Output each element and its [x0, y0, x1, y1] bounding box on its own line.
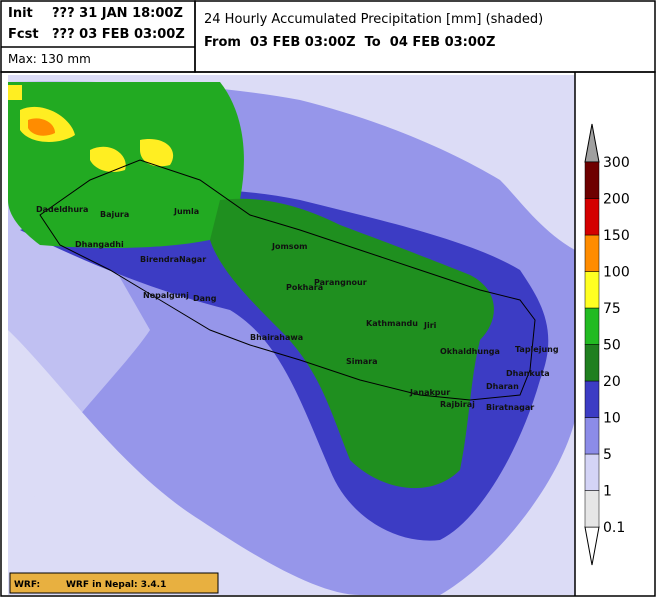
city-label: Kathmandu: [366, 319, 418, 328]
max-value: Max: 130 mm: [8, 52, 91, 66]
frames: [0, 0, 656, 597]
city-label: Simara: [346, 357, 378, 366]
city-label: Bajura: [100, 210, 129, 219]
colorbar-label: 75: [603, 301, 621, 317]
city-label: Parangnour: [314, 278, 367, 287]
colorbar-bin: [584, 234, 600, 272]
colorbar-label: 50: [603, 338, 621, 354]
city-labels: Dadeldhura Bajura Jumla Dhangadhi Birend…: [36, 205, 559, 412]
colorbar-bin: [584, 161, 600, 199]
city-label: Dhangadhi: [75, 240, 124, 249]
title: 24 Hourly Accumulated Precipitation [mm]…: [204, 12, 543, 27]
colorbar-label: 0.1: [603, 520, 625, 536]
colorbar-bin: [584, 198, 600, 236]
city-label: Biratnagar: [486, 403, 534, 412]
colorbar-label: 300: [603, 155, 630, 171]
colorbar-bin: [584, 344, 600, 382]
city-label: Jiri: [423, 321, 437, 330]
colorbar-label: 10: [603, 411, 621, 427]
colorbar: 0.1 1 5 10 20 50 75 100 150 200 300: [584, 123, 630, 566]
city-label: Pokhara: [286, 283, 323, 292]
city-label: Okhaldhunga: [440, 347, 500, 356]
colorbar-bin: [584, 271, 600, 309]
colorbar-bin: [584, 307, 600, 345]
city-label: BirendraNagar: [140, 255, 206, 264]
footer-bar: [9, 572, 219, 594]
city-label: Jumla: [173, 207, 199, 216]
colorbar-bin: [584, 417, 600, 455]
city-label: Jomsom: [271, 242, 307, 251]
city-label: Dharan: [486, 382, 519, 391]
colorbar-bin: [584, 380, 600, 418]
init-value: ??? 31 JAN 18:00Z: [52, 6, 183, 21]
fcst-label: Fcst: [8, 27, 39, 42]
footer-version: WRF in Nepal: 3.4.1: [66, 580, 166, 590]
colorbar-label: 20: [603, 374, 621, 390]
period: From 03 FEB 03:00Z To 04 FEB 03:00Z: [204, 35, 495, 50]
map: [8, 75, 575, 596]
city-label: Bhairahawa: [250, 333, 303, 342]
city-label: Dang: [193, 294, 217, 303]
city-label: Nepalgunj: [143, 291, 189, 300]
city-label: Dadeldhura: [36, 205, 88, 214]
colorbar-label: 100: [603, 265, 630, 281]
fcst-value: ??? 03 FEB 03:00Z: [52, 27, 185, 42]
city-label: Dhankuta: [506, 369, 550, 378]
colorbar-label: 150: [603, 228, 630, 244]
colorbar-bin: [584, 490, 600, 528]
city-label: Rajbiraj: [440, 400, 475, 409]
city-label: Janakpur: [409, 388, 450, 397]
colorbar-label: 5: [603, 447, 612, 463]
init-label: Init: [8, 6, 33, 21]
colorbar-bin: [584, 453, 600, 491]
colorbar-label: 200: [603, 192, 630, 208]
footer-label: WRF:: [14, 580, 40, 590]
colorbar-label: 1: [603, 484, 612, 500]
city-label: Taplejung: [515, 345, 559, 354]
